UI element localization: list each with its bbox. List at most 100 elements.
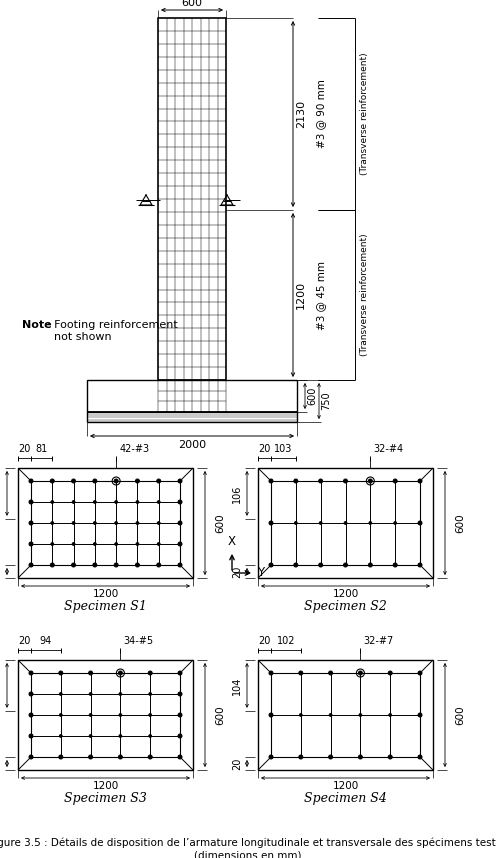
Circle shape (135, 479, 139, 483)
Circle shape (29, 500, 33, 504)
Circle shape (294, 563, 298, 567)
Text: Y: Y (257, 566, 264, 579)
Circle shape (50, 563, 54, 567)
Circle shape (114, 479, 118, 483)
Text: 20: 20 (232, 565, 242, 577)
Text: 34-#5: 34-#5 (124, 636, 154, 646)
Circle shape (178, 479, 182, 483)
Circle shape (344, 522, 347, 524)
Bar (31, 673, 180, 757)
Circle shape (157, 479, 161, 483)
Circle shape (178, 521, 182, 525)
Circle shape (328, 755, 333, 759)
Circle shape (119, 671, 123, 675)
Text: Note: Note (22, 320, 52, 330)
Text: Specimen S3: Specimen S3 (64, 792, 147, 805)
Circle shape (418, 671, 422, 675)
Circle shape (178, 692, 182, 696)
Text: 32-#4: 32-#4 (373, 444, 403, 454)
Circle shape (51, 542, 54, 546)
Bar (31, 481, 180, 565)
Circle shape (319, 522, 322, 524)
Circle shape (388, 755, 392, 759)
Text: #3 @ 90 mm: #3 @ 90 mm (316, 80, 326, 148)
Circle shape (89, 714, 92, 716)
Circle shape (51, 522, 54, 524)
Circle shape (178, 734, 182, 738)
Circle shape (157, 563, 161, 567)
Text: 32-#7: 32-#7 (364, 636, 394, 646)
Circle shape (136, 500, 139, 504)
Circle shape (394, 522, 397, 524)
Text: 600: 600 (455, 513, 465, 533)
Circle shape (29, 521, 33, 525)
Circle shape (295, 522, 297, 524)
Circle shape (51, 500, 54, 504)
Circle shape (71, 479, 75, 483)
Circle shape (29, 671, 33, 675)
Circle shape (299, 671, 303, 675)
Circle shape (418, 521, 422, 525)
Text: 94: 94 (40, 636, 52, 646)
Text: (dimensions en mm): (dimensions en mm) (194, 850, 302, 858)
Text: 20: 20 (258, 636, 271, 646)
Circle shape (344, 479, 348, 483)
Bar (258, 468, 433, 578)
Text: 2130: 2130 (296, 100, 306, 128)
Circle shape (93, 542, 96, 546)
Circle shape (300, 714, 302, 716)
Text: 20: 20 (18, 444, 31, 454)
Circle shape (157, 500, 160, 504)
Circle shape (328, 671, 333, 675)
Circle shape (393, 479, 397, 483)
Circle shape (157, 542, 160, 546)
Circle shape (294, 479, 298, 483)
Circle shape (29, 755, 33, 759)
Text: 20: 20 (0, 565, 2, 577)
Text: Specimen S1: Specimen S1 (64, 600, 147, 613)
Text: 1200: 1200 (332, 781, 359, 791)
Bar (87, 380, 297, 412)
Text: 76: 76 (0, 487, 2, 499)
Circle shape (418, 479, 422, 483)
Text: X: X (228, 535, 236, 548)
Bar (158, 18, 226, 380)
Circle shape (119, 734, 122, 737)
Circle shape (119, 714, 122, 716)
Text: Specimen S2: Specimen S2 (304, 600, 387, 613)
Circle shape (29, 479, 33, 483)
Text: 1200: 1200 (332, 589, 359, 599)
Circle shape (136, 522, 139, 524)
Circle shape (135, 563, 139, 567)
Bar (258, 660, 433, 770)
Circle shape (149, 714, 152, 716)
Circle shape (299, 755, 303, 759)
Circle shape (60, 692, 62, 695)
Text: 600: 600 (182, 0, 202, 8)
Bar (18, 660, 193, 770)
Circle shape (393, 563, 397, 567)
Text: 750: 750 (321, 392, 331, 410)
Circle shape (72, 522, 75, 524)
Circle shape (369, 563, 372, 567)
Circle shape (318, 563, 323, 567)
Text: 81: 81 (36, 444, 48, 454)
Text: 106: 106 (232, 484, 242, 503)
Circle shape (71, 563, 75, 567)
Circle shape (89, 692, 92, 695)
Text: Specimen S4: Specimen S4 (304, 792, 387, 805)
Circle shape (93, 563, 97, 567)
Text: 104: 104 (232, 676, 242, 695)
Circle shape (369, 522, 372, 524)
Text: 20: 20 (0, 758, 2, 770)
Circle shape (89, 671, 93, 675)
Bar (271, 673, 420, 757)
Circle shape (178, 563, 182, 567)
Text: 20: 20 (258, 444, 271, 454)
Circle shape (89, 755, 93, 759)
Circle shape (418, 563, 422, 567)
Circle shape (115, 522, 118, 524)
Circle shape (29, 692, 33, 696)
Circle shape (178, 713, 182, 717)
Circle shape (269, 521, 273, 525)
